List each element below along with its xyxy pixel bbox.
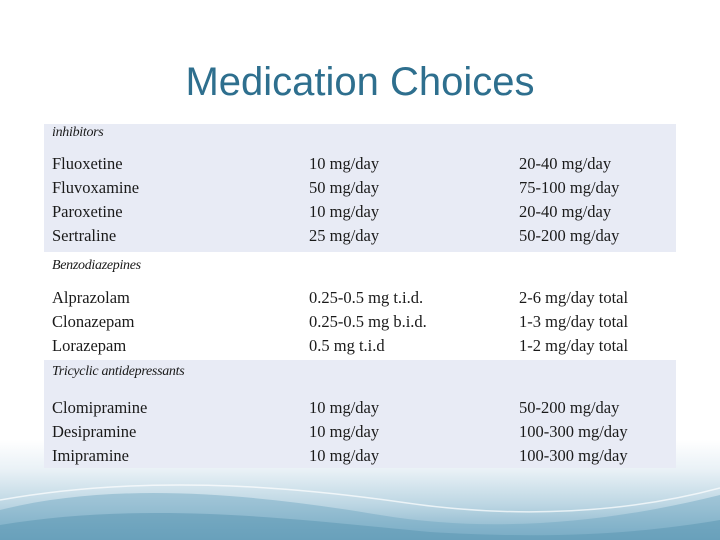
drug-name: Imipramine <box>52 446 129 465</box>
table-row: Fluvoxamine 50 mg/day 75-100 mg/day <box>44 178 676 202</box>
starting-dose: 10 mg/day <box>309 422 380 441</box>
drug-name: Sertraline <box>52 226 117 245</box>
starting-dose: 0.25-0.5 mg b.i.d. <box>309 312 427 331</box>
table-row: Clomipramine 10 mg/day 50-200 mg/day <box>44 398 676 422</box>
starting-dose: 50 mg/day <box>309 178 380 197</box>
drug-name: Alprazolam <box>52 288 130 307</box>
drug-name: Clomipramine <box>52 398 148 417</box>
section-tricyclics: Tricyclic antidepressants Clomipramine 1… <box>44 360 676 468</box>
medication-table: inhibitors Fluoxetine 10 mg/day 20-40 mg… <box>44 124 676 468</box>
dose-range: 100-300 mg/day <box>519 422 628 441</box>
section-header: Benzodiazepines <box>52 258 141 273</box>
starting-dose: 25 mg/day <box>309 226 380 245</box>
section-header: inhibitors <box>52 125 104 140</box>
starting-dose: 10 mg/day <box>309 202 380 221</box>
drug-name: Lorazepam <box>52 336 127 355</box>
drug-name: Fluvoxamine <box>52 178 140 197</box>
dose-range: 50-200 mg/day <box>519 226 620 245</box>
drug-name: Fluoxetine <box>52 154 123 173</box>
table-row: Imipramine 10 mg/day 100-300 mg/day <box>44 446 676 470</box>
starting-dose: 10 mg/day <box>309 446 380 465</box>
drug-name: Paroxetine <box>52 202 123 221</box>
section-benzodiazepines: Benzodiazepines Alprazolam 0.25-0.5 mg t… <box>44 252 676 360</box>
dose-range: 1-3 mg/day total <box>519 312 629 331</box>
section-header: Tricyclic antidepressants <box>52 364 185 379</box>
dose-range: 20-40 mg/day <box>519 154 612 173</box>
dose-range: 20-40 mg/day <box>519 202 612 221</box>
starting-dose: 10 mg/day <box>309 154 380 173</box>
dose-range: 1-2 mg/day total <box>519 336 629 355</box>
table-row: Sertraline 25 mg/day 50-200 mg/day <box>44 226 676 250</box>
dose-range: 100-300 mg/day <box>519 446 628 465</box>
section-ssri: inhibitors Fluoxetine 10 mg/day 20-40 mg… <box>44 124 676 252</box>
table-row: Lorazepam 0.5 mg t.i.d 1-2 mg/day total <box>44 336 676 360</box>
table-row: Alprazolam 0.25-0.5 mg t.i.d. 2-6 mg/day… <box>44 288 676 312</box>
dose-range: 2-6 mg/day total <box>519 288 629 307</box>
table-row: Paroxetine 10 mg/day 20-40 mg/day <box>44 202 676 226</box>
slide-title: Medication Choices <box>185 60 535 104</box>
background-swoosh <box>0 484 720 540</box>
starting-dose: 0.25-0.5 mg t.i.d. <box>309 288 424 307</box>
drug-name: Desipramine <box>52 422 137 441</box>
drug-name: Clonazepam <box>52 312 135 331</box>
dose-range: 75-100 mg/day <box>519 178 620 197</box>
starting-dose: 10 mg/day <box>309 398 380 417</box>
table-row: Desipramine 10 mg/day 100-300 mg/day <box>44 422 676 446</box>
table-row: Fluoxetine 10 mg/day 20-40 mg/day <box>44 154 676 178</box>
starting-dose: 0.5 mg t.i.d <box>309 336 385 355</box>
table-row: Clonazepam 0.25-0.5 mg b.i.d. 1-3 mg/day… <box>44 312 676 336</box>
dose-range: 50-200 mg/day <box>519 398 620 417</box>
